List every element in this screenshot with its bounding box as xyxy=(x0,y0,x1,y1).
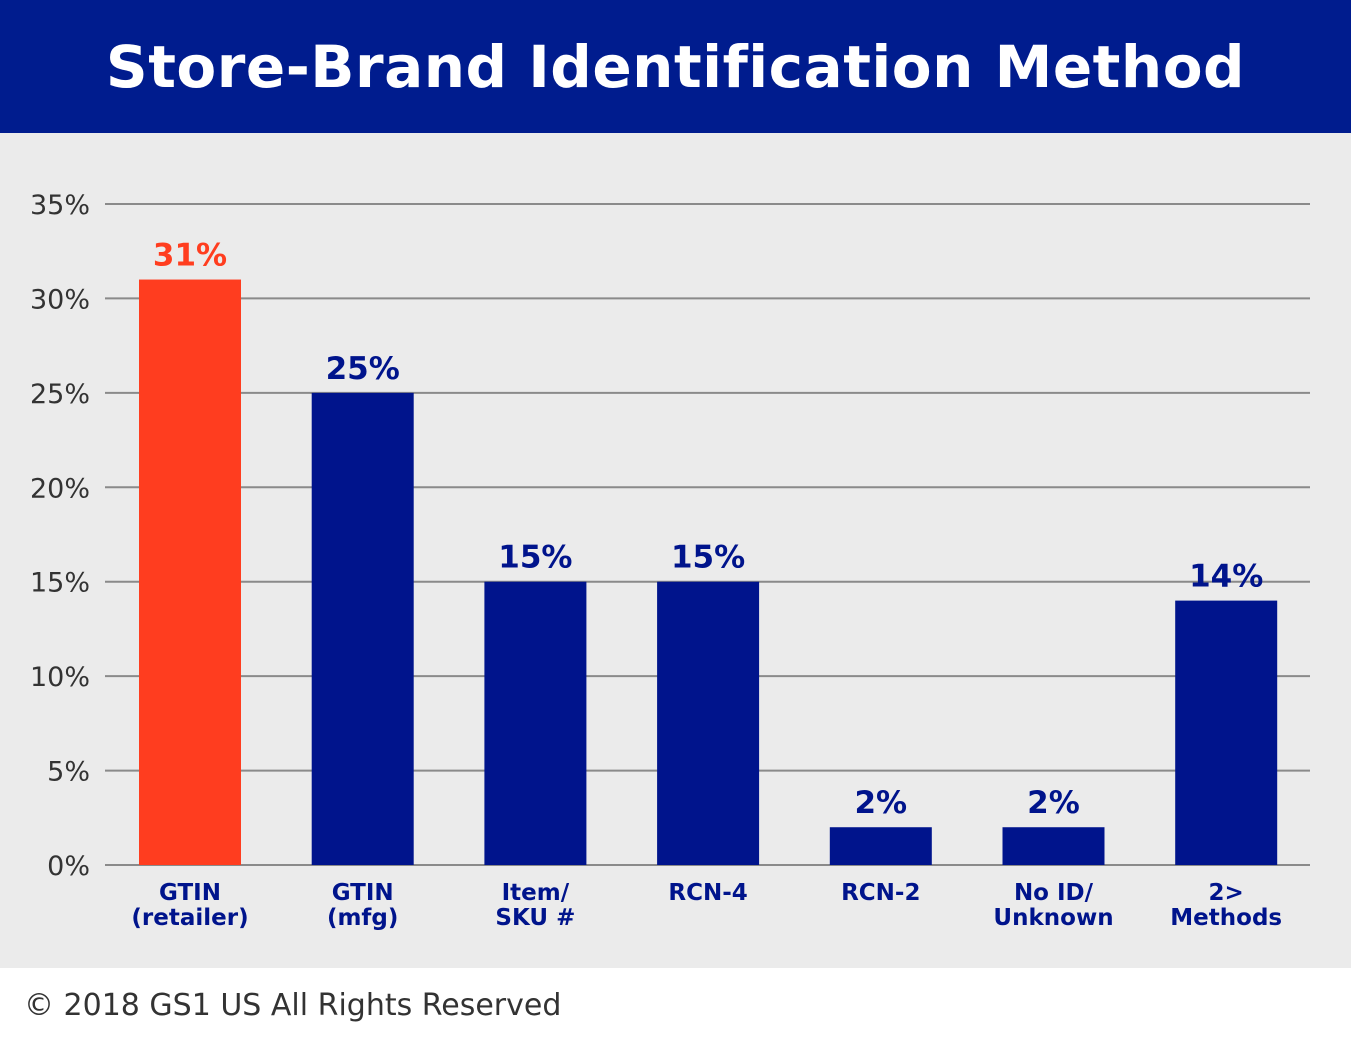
x-tick-label: RCN-2 xyxy=(841,880,920,906)
x-tick-label: RCN-4 xyxy=(668,880,747,906)
x-tick-label: (retailer) xyxy=(131,905,248,931)
data-label: 25% xyxy=(326,351,400,387)
x-tick-label: SKU # xyxy=(495,905,575,931)
data-label: 2% xyxy=(1027,785,1080,821)
data-label: 14% xyxy=(1189,559,1263,595)
bar xyxy=(484,581,587,865)
x-tick-label: Item/ xyxy=(502,880,570,906)
y-tick-label: 20% xyxy=(30,473,90,504)
x-tick-label: Unknown xyxy=(993,905,1113,931)
x-tick-label: GTIN xyxy=(159,880,221,906)
title-banner: Store-Brand Identification Method xyxy=(0,0,1351,133)
y-tick-label: 5% xyxy=(47,757,90,788)
data-label: 2% xyxy=(854,785,907,821)
y-tick-label: 15% xyxy=(30,568,90,599)
chart-title: Store-Brand Identification Method xyxy=(105,32,1246,101)
y-tick-label: 30% xyxy=(30,284,90,315)
x-tick-label: No ID/ xyxy=(1014,880,1094,906)
y-tick-label: 10% xyxy=(30,662,90,693)
x-tick-label: (mfg) xyxy=(327,905,398,931)
x-tick-label: GTIN xyxy=(332,880,394,906)
bar xyxy=(311,392,414,865)
copyright-footer: © 2018 GS1 US All Rights Reserved xyxy=(24,988,562,1023)
bar xyxy=(1175,600,1278,865)
bar xyxy=(657,581,760,865)
data-label: 15% xyxy=(498,540,572,576)
bar xyxy=(829,827,932,865)
y-tick-label: 35% xyxy=(30,190,90,221)
x-tick-label: 2> xyxy=(1209,880,1244,906)
y-tick-label: 0% xyxy=(47,851,90,882)
data-label: 15% xyxy=(671,540,745,576)
x-tick-label: Methods xyxy=(1170,905,1282,931)
data-label: 31% xyxy=(153,238,227,274)
bar xyxy=(139,279,241,865)
bar xyxy=(1002,827,1105,865)
y-tick-label: 25% xyxy=(30,379,90,410)
